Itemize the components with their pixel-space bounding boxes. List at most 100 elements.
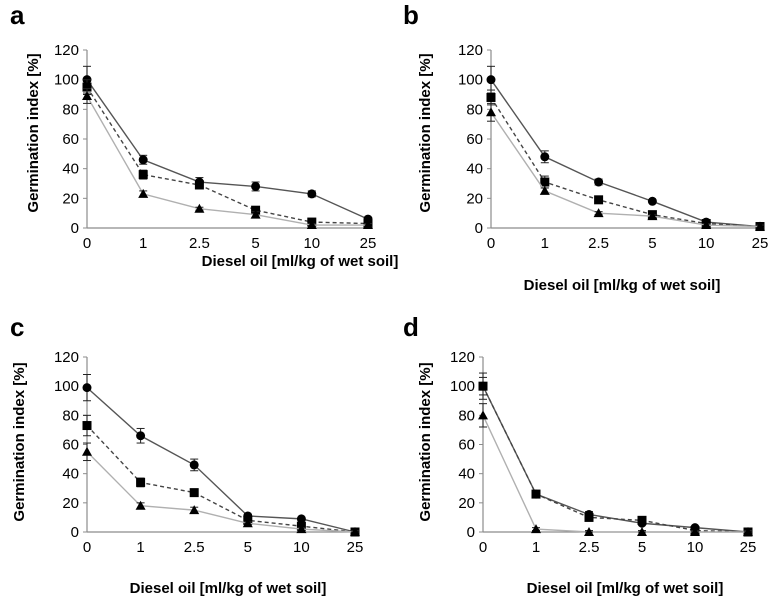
y-tick-label: 120 — [450, 349, 475, 366]
data-point-square — [82, 421, 92, 431]
series-line-square — [482, 385, 749, 533]
x-tick-label: 2.5 — [579, 539, 600, 556]
x-tick-label: 2.5 — [588, 235, 609, 252]
y-tick-label: 120 — [458, 42, 483, 59]
data-point-circle — [486, 75, 496, 85]
series-line-triangle — [86, 451, 356, 533]
data-point-triangle — [755, 221, 765, 231]
x-tick-label: 5 — [251, 235, 259, 252]
x-axis-title: Diesel oil [ml/kg of wet soil] — [527, 580, 724, 597]
y-tick-label: 60 — [62, 437, 79, 454]
series-line-triangle — [490, 111, 761, 228]
panel-d: d Diesel oil [ml/kg of wet soil] Germina… — [403, 312, 756, 597]
y-tick-label: 120 — [54, 349, 79, 366]
panel-b: b Diesel oil [ml/kg of wet soil] Germina… — [403, 0, 768, 294]
data-point-circle — [540, 152, 550, 162]
data-point-triangle — [531, 524, 541, 534]
x-tick-label: 10 — [293, 539, 310, 556]
x-tick-label: 2.5 — [189, 235, 210, 252]
y-tick-label: 60 — [458, 437, 475, 454]
data-point-triangle — [637, 527, 647, 536]
data-point-circle — [82, 383, 92, 393]
y-axis-title: Germination index [%] — [417, 53, 434, 212]
data-point-square — [637, 515, 647, 525]
data-point-triangle — [242, 518, 253, 528]
panel-a: a Diesel oil [ml/kg of wet soil] Germina… — [10, 0, 398, 270]
data-point-square — [486, 92, 496, 102]
x-tick-label: 1 — [139, 235, 147, 252]
data-point-triangle — [138, 188, 149, 198]
series-line-triangle — [482, 415, 748, 533]
y-tick-label: 100 — [450, 378, 475, 395]
x-axis-title: Diesel oil [ml/kg of wet soil] — [524, 277, 721, 294]
y-tick-label: 40 — [62, 161, 79, 178]
series-line-circle — [490, 79, 761, 228]
x-axis-title: Diesel oil [ml/kg of wet soil] — [130, 580, 327, 597]
data-point-square — [478, 381, 488, 391]
y-tick-label: 0 — [71, 524, 79, 541]
data-point-triangle — [478, 410, 488, 420]
x-tick-label: 0 — [83, 539, 91, 556]
data-point-triangle — [743, 527, 753, 536]
series-line-circle — [86, 79, 369, 220]
data-point-square — [194, 180, 204, 190]
data-point-square — [540, 177, 550, 187]
y-tick-label: 0 — [475, 220, 483, 237]
x-tick-label: 1 — [136, 539, 144, 556]
data-point-triangle — [539, 185, 550, 195]
x-tick-label: 0 — [479, 539, 487, 556]
x-tick-label: 5 — [244, 539, 252, 556]
data-point-square — [584, 512, 594, 522]
y-tick-label: 60 — [466, 131, 483, 148]
data-point-triangle — [701, 220, 712, 230]
data-point-triangle — [82, 90, 92, 100]
panel-label: b — [403, 0, 419, 30]
x-tick-label: 25 — [347, 539, 364, 556]
y-tick-label: 20 — [62, 495, 79, 512]
y-tick-label: 80 — [466, 101, 483, 118]
y-tick-label: 40 — [466, 161, 483, 178]
panel-label: c — [10, 312, 24, 342]
data-point-square — [531, 489, 541, 499]
y-tick-label: 0 — [71, 220, 79, 237]
x-tick-label: 2.5 — [184, 539, 205, 556]
data-point-square — [189, 488, 199, 498]
y-tick-label: 120 — [54, 42, 79, 59]
y-axis-title: Germination index [%] — [25, 53, 42, 212]
data-point-triangle — [647, 211, 658, 221]
y-axis-title: Germination index [%] — [11, 362, 28, 521]
y-tick-label: 0 — [467, 524, 475, 541]
data-point-square — [82, 82, 92, 92]
x-tick-label: 10 — [303, 235, 320, 252]
data-point-circle — [296, 514, 306, 524]
x-tick-label: 25 — [752, 235, 769, 252]
data-point-square — [138, 170, 148, 180]
data-point-triangle — [135, 500, 146, 510]
data-point-triangle — [593, 208, 604, 218]
y-tick-label: 40 — [458, 466, 475, 483]
series-line-circle — [482, 385, 749, 533]
y-tick-label: 100 — [54, 378, 79, 395]
data-point-triangle — [690, 527, 700, 536]
data-point-triangle — [296, 524, 307, 534]
x-tick-label: 0 — [83, 235, 91, 252]
y-axis-title: Germination index [%] — [417, 362, 434, 521]
data-point-circle — [251, 181, 261, 191]
data-point-circle — [647, 196, 657, 206]
data-point-triangle — [350, 527, 360, 536]
x-tick-label: 0 — [487, 235, 495, 252]
data-point-square — [594, 195, 604, 205]
y-tick-label: 100 — [54, 72, 79, 89]
data-point-triangle — [584, 527, 594, 536]
x-tick-label: 25 — [360, 235, 377, 252]
x-tick-label: 10 — [698, 235, 715, 252]
series-line-square — [490, 97, 761, 228]
series-line-square — [86, 86, 369, 225]
data-point-triangle — [194, 203, 205, 213]
panel-c: c Diesel oil [ml/kg of wet soil] Germina… — [10, 312, 363, 597]
data-point-triangle — [82, 446, 92, 456]
data-point-circle — [594, 177, 604, 187]
data-point-square — [136, 477, 146, 487]
y-tick-label: 80 — [458, 407, 475, 424]
